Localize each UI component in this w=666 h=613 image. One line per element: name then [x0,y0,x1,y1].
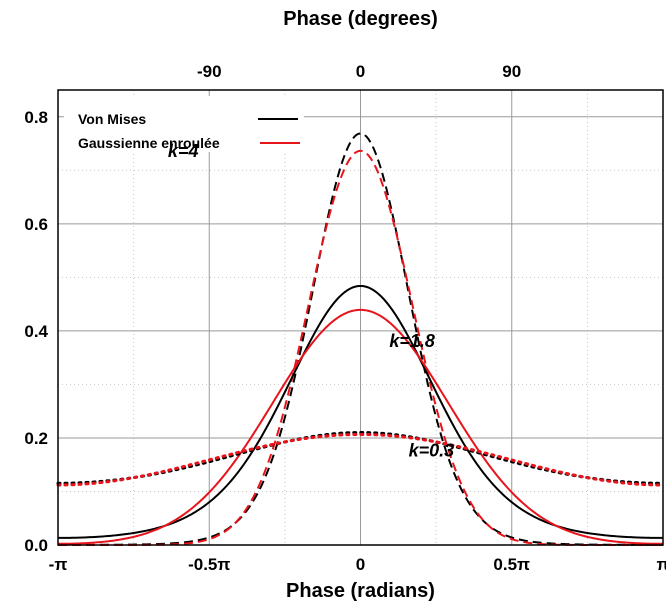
x-tick-label: -0.5π [188,555,230,574]
legend-label-wrapped-gaussian: Gaussienne enroulée [78,135,220,151]
grid [58,90,663,545]
curves [56,132,665,546]
y-tick-label: 0.6 [24,215,48,234]
x-axis-title: Phase (radians) [286,580,435,602]
x-tick-label: 0.5π [493,555,530,574]
annotations: k=4 k=1.8 k=0.3 [168,141,454,461]
y-tick-label: 0.0 [24,536,48,555]
legend: Von Mises Gaussienne enroulée [64,96,304,152]
legend-label-von-mises: Von Mises [78,111,146,127]
series-line-wrapped-gaussian-k1-8 [58,308,663,545]
x-top-tick-label: 0 [356,62,365,81]
x-tick-label: -π [49,555,68,574]
y-tick-label: 0.8 [24,108,48,127]
top-axis-title: Phase (degrees) [283,8,438,30]
y-tick-label: 0.4 [24,322,48,341]
series-line-wrapped-gaussian-k0-3 [56,432,665,487]
annotation-kappa: k=1.8 [389,331,435,351]
x-tick-label: 0 [356,555,365,574]
plot-frame [57,89,664,546]
x-tick-label: π [656,555,666,574]
annotation-kappa: k=0.3 [409,441,455,461]
x-top-tick-label: -90 [197,62,222,81]
x-top-tick-label: 90 [502,62,521,81]
y-tick-label: 0.2 [24,429,48,448]
ticks: -π -0.5π 0 0.5π π -90 0 90 0.0 0.2 0.4 0.6 0.8 [24,62,666,574]
annotation-kappa: k=4 [168,141,199,161]
